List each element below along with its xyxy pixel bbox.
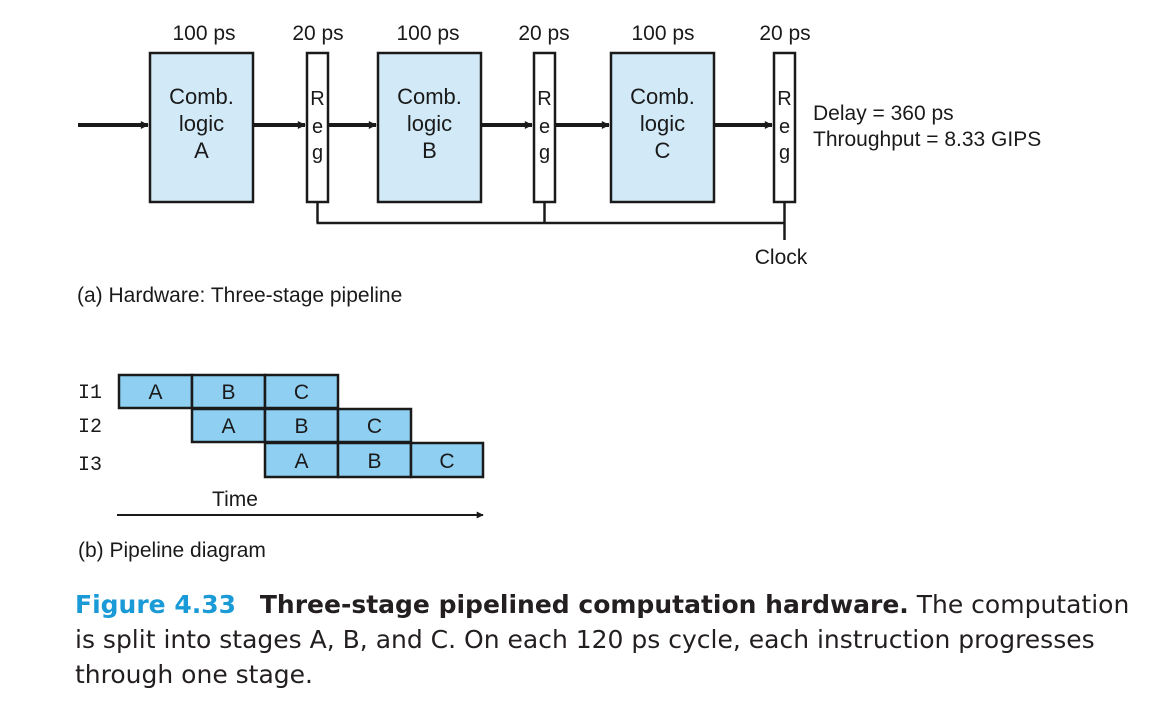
- register-2-letter-g: g: [539, 142, 550, 164]
- row-label-i3: I3: [78, 454, 102, 477]
- comb-logic-c-line3: C: [655, 138, 671, 163]
- comb-logic-b-box: [376, 51, 483, 204]
- timing-label-logic-b: 100 ps: [396, 22, 459, 45]
- clock-label: Clock: [755, 246, 808, 269]
- register-1-letter-g: g: [312, 142, 323, 164]
- row-label-i1: I1: [78, 382, 102, 405]
- figure-text: The computation is split into stages A, …: [75, 590, 1130, 689]
- throughput-text: Throughput = 8.33 GIPS: [813, 128, 1041, 151]
- timing-labels: 100 ps 20 ps 100 ps 20 ps 100 ps 20 ps: [172, 22, 810, 45]
- comb-logic-b-line1: Comb.: [397, 84, 462, 109]
- timing-label-logic-a: 100 ps: [172, 22, 235, 45]
- cell-i1-stage-b: B: [221, 381, 235, 404]
- pipeline-row-labels: I1 I2 I3: [78, 382, 102, 477]
- figure-number: Figure 4.33: [75, 590, 237, 619]
- register-2: R e g: [532, 51, 557, 204]
- hardware-caption: (a) Hardware: Three-stage pipeline: [77, 284, 402, 307]
- comb-logic-a-line1: Comb.: [169, 84, 234, 109]
- comb-logic-c-line2: logic: [640, 111, 685, 136]
- cell-i3-stage-a: A: [294, 450, 308, 473]
- comb-logic-a-line3: A: [194, 138, 209, 163]
- pipeline-caption: (b) Pipeline diagram: [78, 539, 266, 562]
- cell-i2-stage-b: B: [294, 415, 308, 438]
- pipeline-cell: [409, 441, 485, 479]
- comb-logic-b: Comb. logic B: [376, 51, 483, 204]
- comb-logic-a-line2: logic: [179, 111, 224, 136]
- comb-logic-b-line3: B: [422, 138, 437, 163]
- comb-logic-c: Comb. logic C: [609, 51, 716, 204]
- cell-i3-stage-b: B: [367, 450, 381, 473]
- pipeline-cell: [263, 373, 340, 410]
- pipeline-cell-labels: A B C A B C A B C: [148, 381, 454, 473]
- cell-i1-stage-c: C: [294, 381, 309, 404]
- pipeline-grid: [117, 373, 485, 479]
- row-label-i2: I2: [78, 416, 102, 439]
- register-1-letter-r: R: [310, 88, 324, 110]
- cell-i3-stage-c: C: [439, 450, 454, 473]
- cell-i1-stage-a: A: [148, 381, 162, 404]
- pipeline-cell: [263, 441, 340, 479]
- timing-label-reg-2: 20 ps: [518, 22, 569, 45]
- register-1: R e g: [305, 51, 330, 204]
- comb-logic-c-line1: Comb.: [630, 84, 695, 109]
- register-3-letter-g: g: [779, 142, 790, 164]
- comb-logic-c-box: [609, 51, 716, 204]
- comb-logic-b-line2: logic: [407, 111, 452, 136]
- timing-label-reg-3: 20 ps: [759, 22, 810, 45]
- register-3-letter-e: e: [779, 116, 790, 138]
- comb-logic-a-box: [148, 51, 255, 204]
- register-3-letter-r: R: [777, 88, 791, 110]
- figure-title: Three-stage pipelined computation hardwa…: [259, 590, 909, 619]
- register-1-letter-e: e: [312, 116, 323, 138]
- cell-i2-stage-c: C: [367, 415, 382, 438]
- pipeline-cell: [336, 441, 413, 479]
- pipeline-cell: [117, 373, 194, 410]
- delay-text: Delay = 360 ps: [813, 102, 954, 125]
- cell-i2-stage-a: A: [221, 415, 235, 438]
- timing-label-logic-c: 100 ps: [631, 22, 694, 45]
- register-3: R e g: [772, 51, 797, 204]
- register-2-letter-r: R: [537, 88, 551, 110]
- comb-logic-a: Comb. logic A: [148, 51, 255, 204]
- time-label: Time: [212, 488, 258, 511]
- figure-caption: Figure 4.33 Three-stage pipelined comput…: [75, 587, 1145, 692]
- clock-wiring: [316, 202, 786, 240]
- timing-label-reg-1: 20 ps: [292, 22, 343, 45]
- register-2-letter-e: e: [539, 116, 550, 138]
